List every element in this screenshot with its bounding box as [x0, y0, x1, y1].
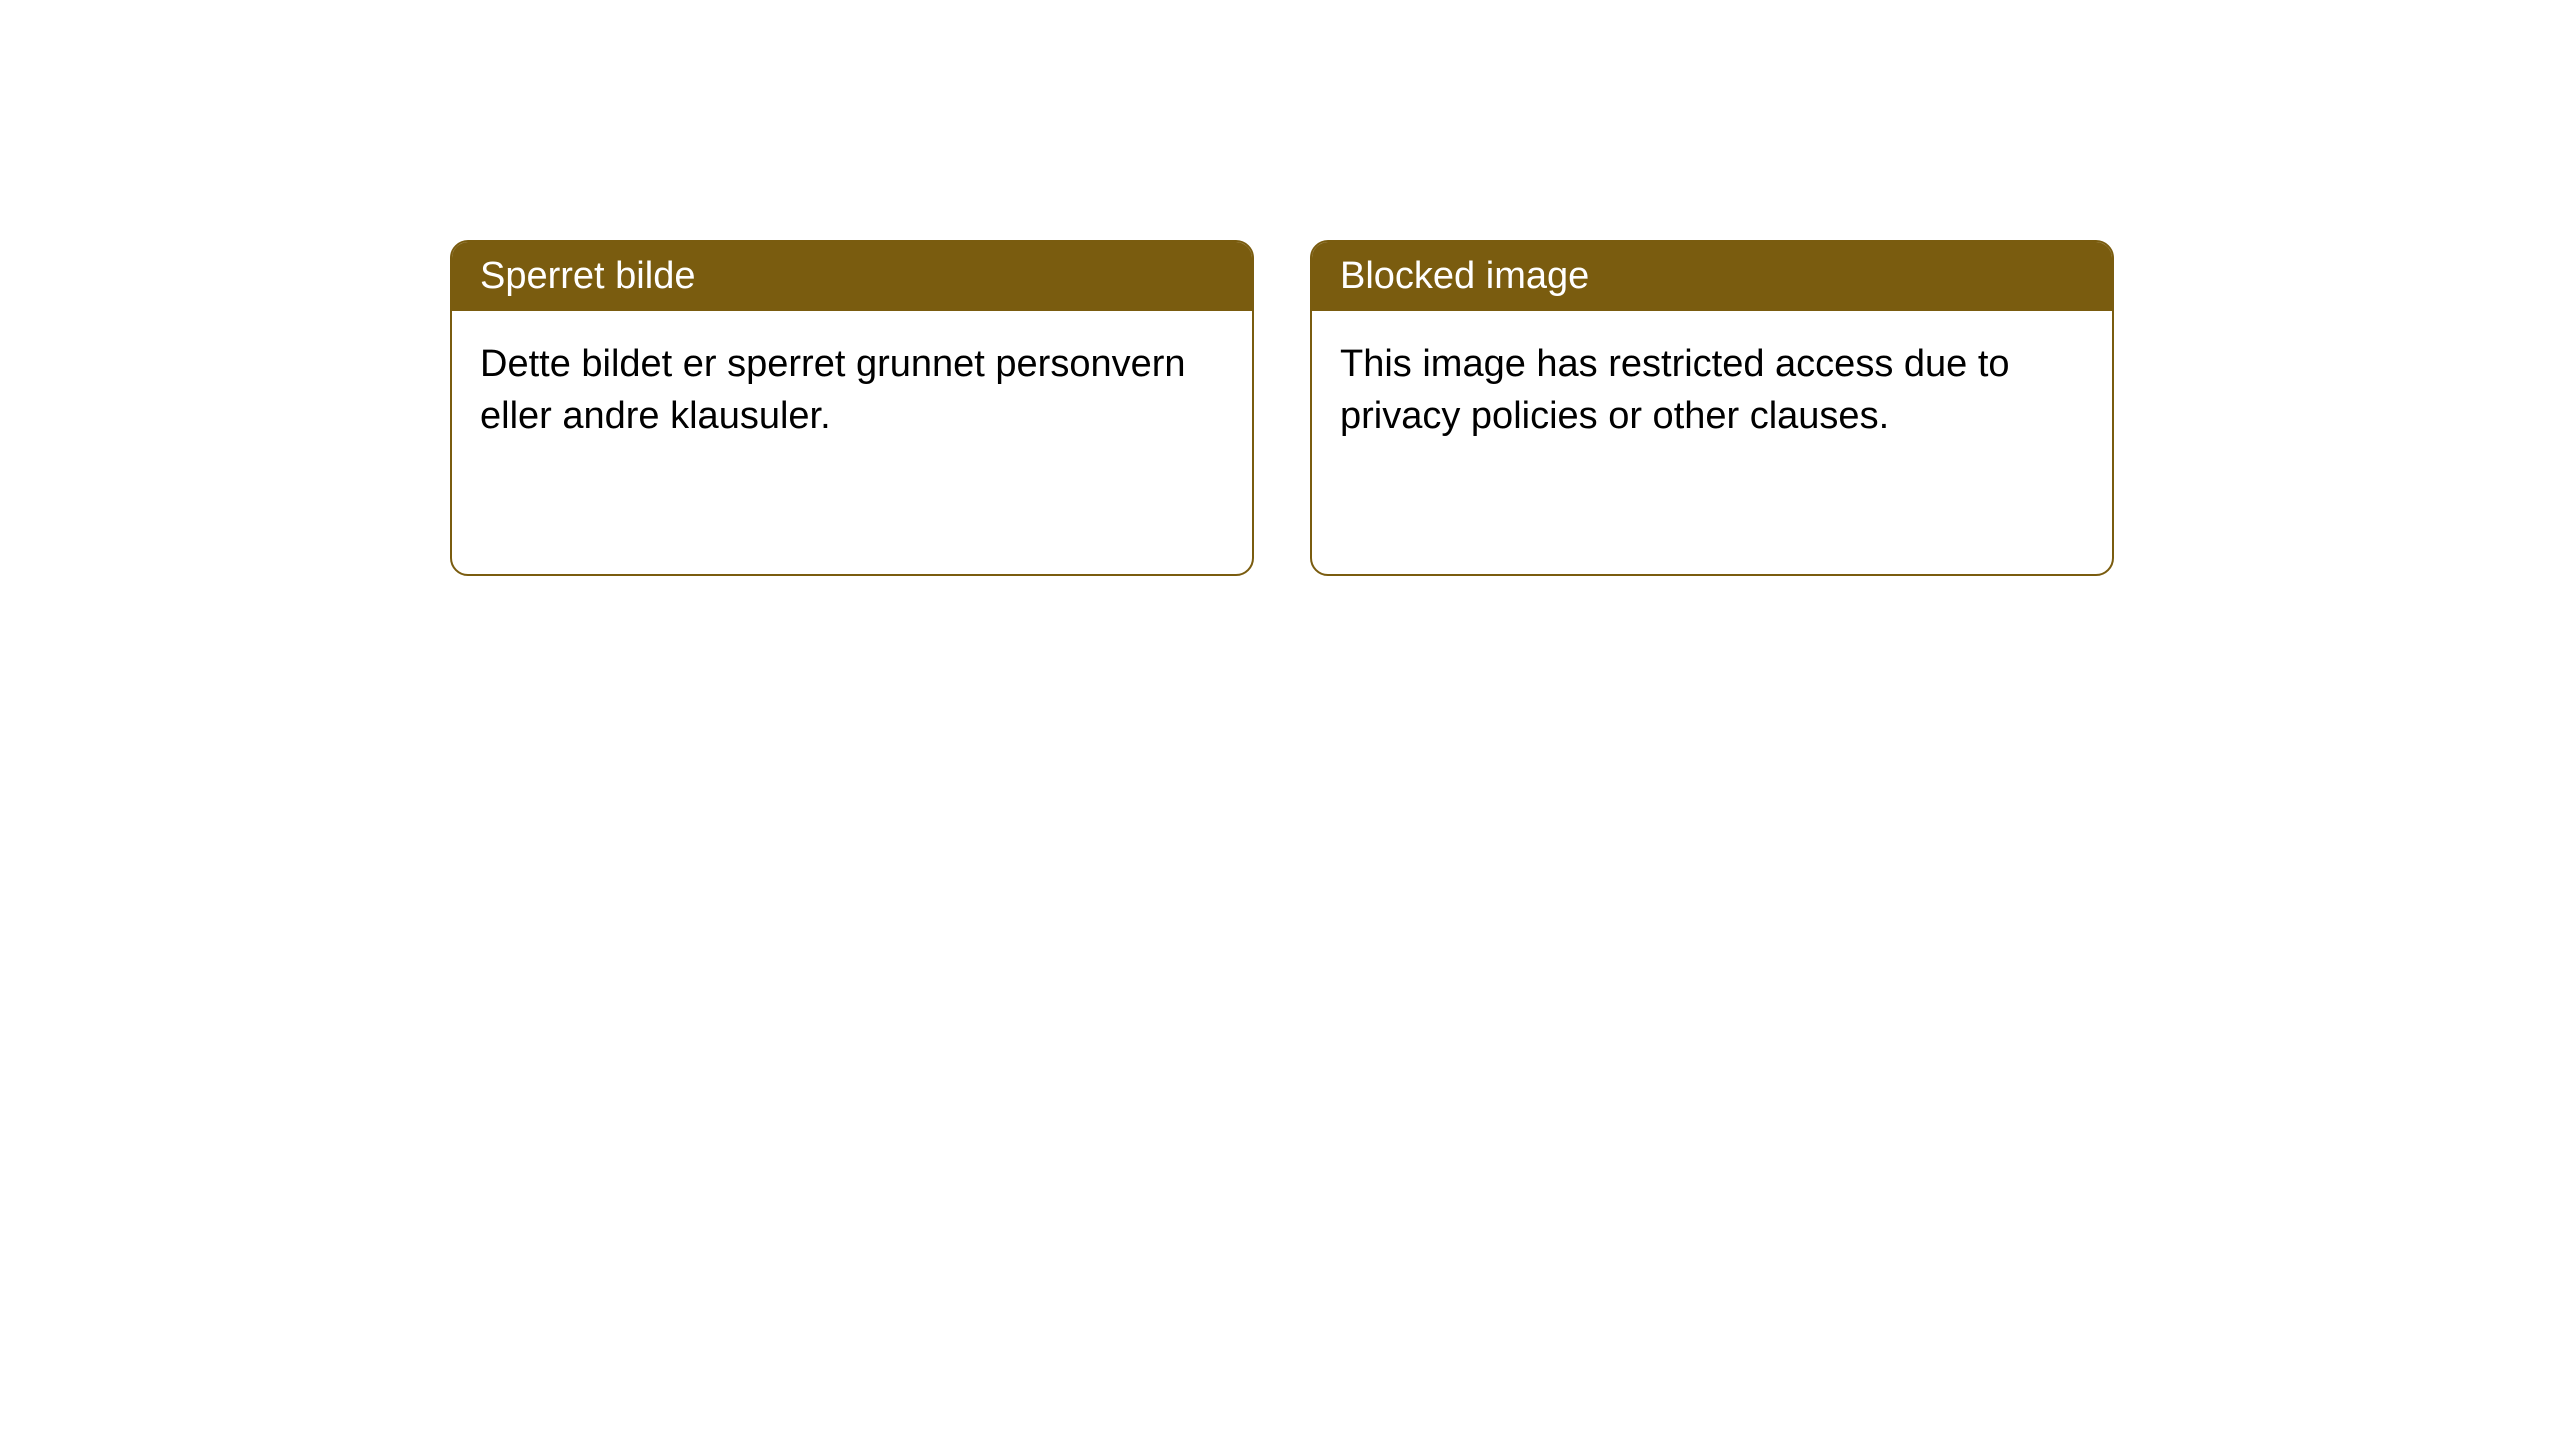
notice-title: Blocked image — [1312, 242, 2112, 311]
notice-container: Sperret bilde Dette bildet er sperret gr… — [0, 0, 2560, 576]
notice-body: Dette bildet er sperret grunnet personve… — [452, 311, 1252, 470]
notice-body: This image has restricted access due to … — [1312, 311, 2112, 470]
notice-title: Sperret bilde — [452, 242, 1252, 311]
notice-card-norwegian: Sperret bilde Dette bildet er sperret gr… — [450, 240, 1254, 576]
notice-card-english: Blocked image This image has restricted … — [1310, 240, 2114, 576]
